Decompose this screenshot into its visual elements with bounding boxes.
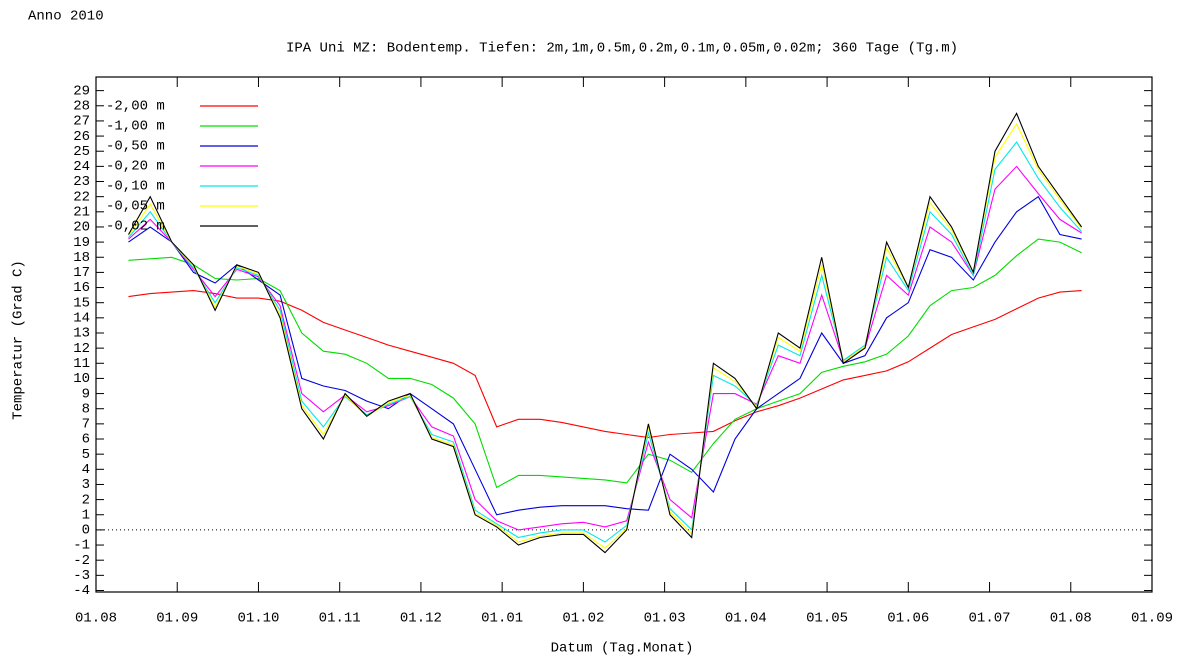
y-tick-label: 18 [73,250,90,266]
x-tick-label: 01.03 [644,611,686,627]
series-line [128,290,1082,439]
chart-title: IPA Uni MZ: Bodentemp. Tiefen: 2m,1m,0.5… [286,41,958,57]
y-tick-label: 22 [73,189,90,205]
x-tick-label: 01.08 [1050,611,1092,627]
annotation: Anno 2010 [28,9,104,25]
legend-label: -0,20 m [106,159,165,175]
y-tick-label: 5 [82,447,90,463]
y-tick-label: -1 [73,538,90,554]
x-tick-label: 01.07 [969,611,1011,627]
y-tick-label: 1 [82,507,90,523]
legend-label: -0,05 m [106,199,165,215]
x-tick-label: 01.08 [75,611,117,627]
y-tick-label: 11 [73,356,90,372]
series-line [128,238,1082,489]
y-tick-label: 28 [73,98,90,114]
x-tick-label: 01.09 [156,611,198,627]
series-line [128,122,1083,549]
x-tick-label: 01.09 [1131,611,1173,627]
legend-label: -1,00 m [106,119,165,135]
y-tick-label: -3 [73,568,90,584]
series-line [128,195,1082,516]
y-tick-label: 8 [82,401,90,417]
y-tick-label: 21 [73,205,90,221]
y-tick-label: 0 [82,523,90,539]
y-tick-label: 9 [82,386,90,402]
x-tick-label: 01.01 [481,611,523,627]
y-tick-label: 24 [73,159,90,175]
y-tick-label: 16 [73,280,90,296]
y-tick-label: 14 [73,311,90,327]
y-tick-label: 15 [73,295,90,311]
x-tick-label: 01.05 [806,611,848,627]
legend-label: -0,10 m [106,179,165,195]
x-tick-label: 01.12 [400,611,442,627]
plot-frame [95,76,1153,593]
y-axis-label: Temperatur (Grad C) [11,260,27,420]
y-tick-label: -2 [73,553,90,569]
x-axis-label: Datum (Tag.Monat) [551,641,694,657]
x-tick-label: 01.11 [319,611,361,627]
x-tick-label: 01.10 [237,611,279,627]
series-line [128,141,1083,543]
y-tick-label: 27 [73,114,90,130]
y-tick-label: 13 [73,326,90,342]
legend-label: -0,50 m [106,139,165,155]
series-line [128,112,1083,554]
y-tick-label: 26 [73,129,90,145]
y-tick-label: 19 [73,235,90,251]
y-tick-label: 7 [82,417,90,433]
y-tick-label: 6 [82,432,90,448]
series-line [128,165,1082,531]
y-tick-label: 4 [82,462,90,478]
y-tick-label: 3 [82,477,90,493]
x-tick-label: 01.04 [725,611,767,627]
x-tick-label: 01.06 [887,611,929,627]
x-tick-label: 01.02 [562,611,604,627]
y-tick-label: 23 [73,174,90,190]
y-tick-label: 20 [73,220,90,236]
y-tick-label: 29 [73,83,90,99]
y-tick-label: 2 [82,492,90,508]
legend-label: -2,00 m [106,99,165,115]
y-tick-label: 25 [73,144,90,160]
legend-label: -0,02 m [106,219,165,235]
y-tick-label: 17 [73,265,90,281]
y-tick-label: 12 [73,341,90,357]
y-tick-label: 10 [73,371,90,387]
y-tick-label: -4 [73,583,90,599]
